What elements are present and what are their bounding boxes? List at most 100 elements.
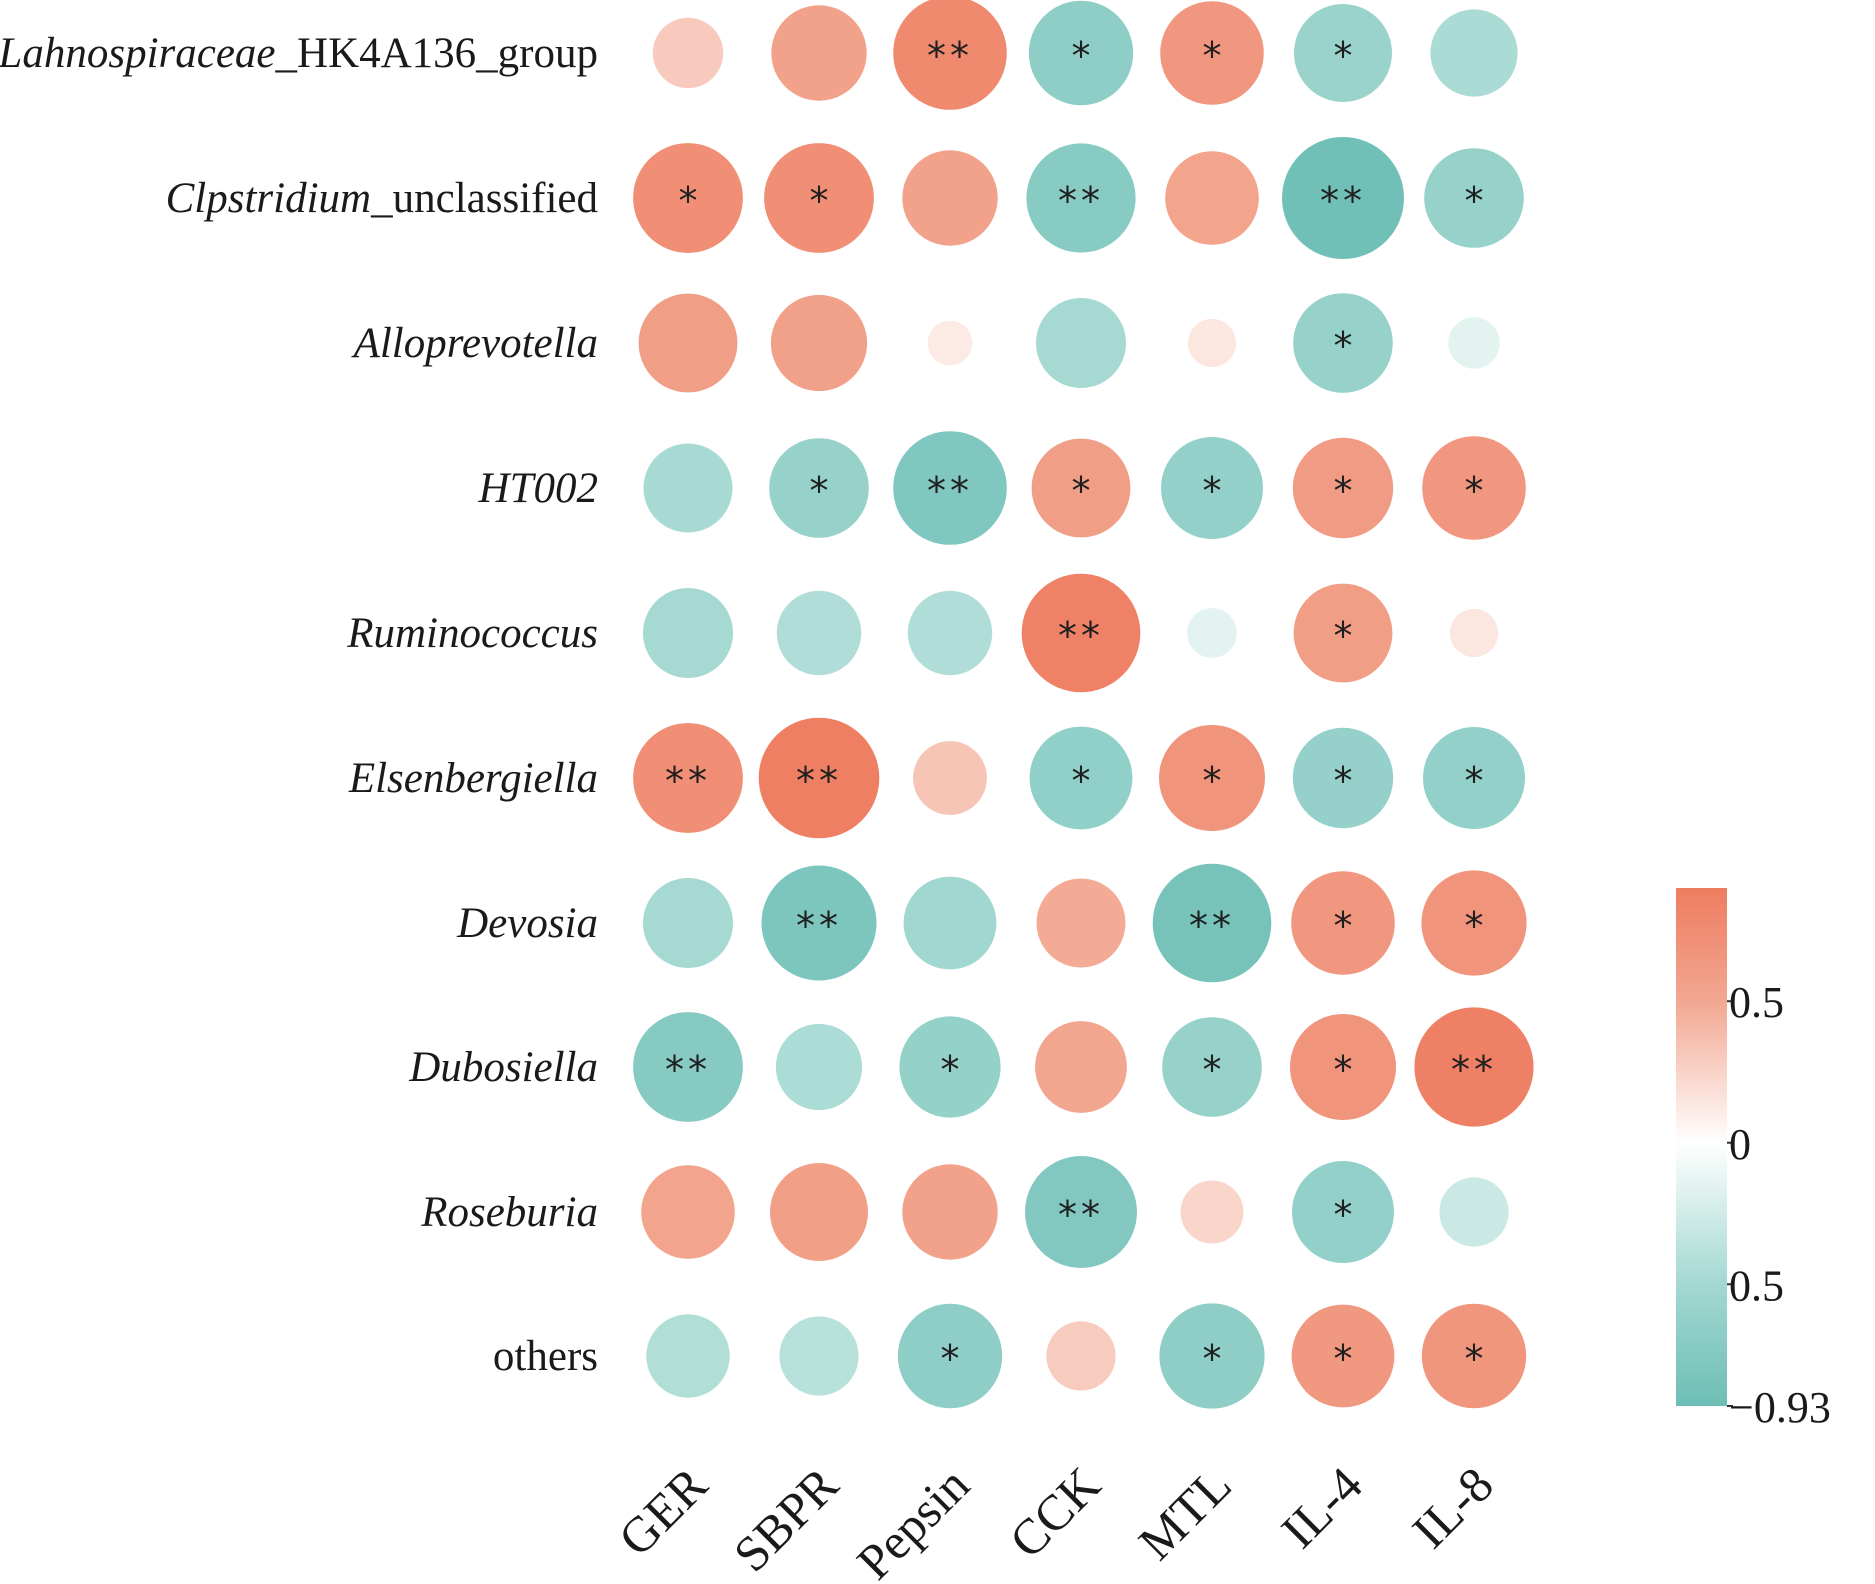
correlation-bubble xyxy=(1421,870,1527,976)
significance-marker: * xyxy=(1334,469,1353,513)
significance-marker: ** xyxy=(796,759,842,803)
correlation-bubble xyxy=(770,294,868,392)
significance-marker: * xyxy=(1465,904,1484,948)
correlation-bubble xyxy=(1423,727,1525,829)
significance-marker: * xyxy=(679,179,698,223)
correlation-bubble xyxy=(1187,608,1237,658)
significance-marker: * xyxy=(1334,1048,1353,1092)
correlation-bubble xyxy=(927,320,973,366)
significance-marker: * xyxy=(810,179,829,223)
correlation-bubble xyxy=(1021,573,1141,693)
correlation-bubble xyxy=(1290,1014,1396,1120)
significance-marker: * xyxy=(1465,759,1484,803)
significance-marker: * xyxy=(1334,904,1353,948)
legend-tick-label: 0.5 xyxy=(1729,978,1784,1027)
correlation-bubble xyxy=(769,438,869,538)
significance-marker: * xyxy=(1334,614,1353,658)
correlation-bubble xyxy=(1152,863,1272,983)
row-label-part: HT002 xyxy=(478,465,598,512)
correlation-bubble xyxy=(1414,1007,1534,1127)
significance-marker: * xyxy=(1334,1193,1353,1237)
legend-tick-label: 0.5 xyxy=(1729,1261,1784,1310)
legend-tick-label: 0 xyxy=(1729,1120,1751,1169)
correlation-bubble xyxy=(1439,1177,1509,1247)
color-legend: 0.5 0 0.5 −0.93 xyxy=(1676,888,1831,1432)
correlation-bubble xyxy=(775,1023,863,1111)
correlation-bubble xyxy=(761,865,877,981)
row-label: Dubosiella xyxy=(408,1044,598,1091)
correlation-bubble xyxy=(646,1314,730,1398)
significance-marker: ** xyxy=(1189,904,1235,948)
row-label-part: Dubosiella xyxy=(408,1044,598,1091)
correlation-bubble xyxy=(1046,1321,1116,1391)
correlation-bubble xyxy=(1449,608,1499,658)
significance-marker: ** xyxy=(1058,614,1104,658)
correlation-bubble xyxy=(643,443,733,533)
correlation-bubble xyxy=(903,876,997,970)
correlation-bubble xyxy=(1036,878,1126,968)
significance-marker: ** xyxy=(1451,1048,1497,1092)
correlation-bubble xyxy=(758,717,880,839)
correlation-bubble xyxy=(1294,4,1392,102)
correlation-bubble xyxy=(1293,293,1393,393)
correlation-bubble xyxy=(1180,1180,1244,1244)
column-label: SBPR xyxy=(723,1456,850,1583)
correlation-bubble xyxy=(1035,1021,1127,1113)
row-label-part: others xyxy=(493,1333,598,1380)
correlation-bubble xyxy=(1422,436,1526,540)
correlation-bubble xyxy=(1291,871,1395,975)
significance-marker: ** xyxy=(1058,1193,1104,1237)
correlation-bubble xyxy=(633,143,743,253)
row-label-part: Ruminococcus xyxy=(346,610,598,657)
column-label: Pepsin xyxy=(846,1456,980,1584)
correlation-bubble xyxy=(1159,1303,1265,1409)
correlation-bubble xyxy=(1026,143,1136,253)
significance-marker: * xyxy=(941,1048,960,1092)
row-label: HT002 xyxy=(478,465,598,512)
correlation-bubble xyxy=(770,1163,868,1261)
significance-marker: * xyxy=(1465,179,1484,223)
significance-marker: * xyxy=(1465,469,1484,513)
row-label-part: Elsenbergiella xyxy=(348,755,598,802)
significance-marker: ** xyxy=(1320,179,1366,223)
correlation-bubble xyxy=(899,1016,1001,1118)
correlation-bubble xyxy=(643,878,733,968)
correlation-bubble xyxy=(1424,148,1524,248)
significance-marker: * xyxy=(1334,759,1353,803)
legend-color-bar xyxy=(1676,888,1727,1406)
significance-marker: * xyxy=(1334,324,1353,368)
significance-marker: ** xyxy=(665,759,711,803)
significance-marker: * xyxy=(1072,469,1091,513)
correlation-bubble xyxy=(1282,137,1404,259)
row-label-part: Clpstridium xyxy=(166,175,372,222)
significance-marker: * xyxy=(1203,1337,1222,1381)
significance-marker: ** xyxy=(1058,179,1104,223)
correlation-bubble xyxy=(893,431,1007,545)
correlation-bubble xyxy=(1160,1,1264,105)
row-label-part: Alloprevotella xyxy=(351,320,598,367)
significance-marker: ** xyxy=(927,469,973,513)
row-label-part: _unclassified xyxy=(370,175,598,222)
correlation-bubble xyxy=(652,17,724,89)
significance-marker: * xyxy=(810,469,829,513)
row-label: Elsenbergiella xyxy=(348,755,598,802)
significance-marker: * xyxy=(1465,1337,1484,1381)
correlation-bubble xyxy=(764,143,874,253)
row-label: Devosia xyxy=(456,900,598,947)
correlation-bubble xyxy=(643,588,733,678)
significance-marker: * xyxy=(1203,1048,1222,1092)
row-label: Roseburia xyxy=(420,1189,598,1236)
correlation-bubble xyxy=(776,590,862,676)
correlation-bubble xyxy=(1448,317,1500,369)
column-label: MTL xyxy=(1128,1456,1242,1570)
correlation-bubble xyxy=(1036,298,1126,388)
correlation-bubble xyxy=(633,1012,743,1122)
significance-marker: ** xyxy=(796,904,842,948)
significance-marker: * xyxy=(1072,759,1091,803)
correlation-bubble xyxy=(638,293,738,393)
row-label: others xyxy=(493,1333,598,1380)
correlation-bubble xyxy=(1162,1017,1262,1117)
correlation-bubble xyxy=(1291,1304,1395,1408)
